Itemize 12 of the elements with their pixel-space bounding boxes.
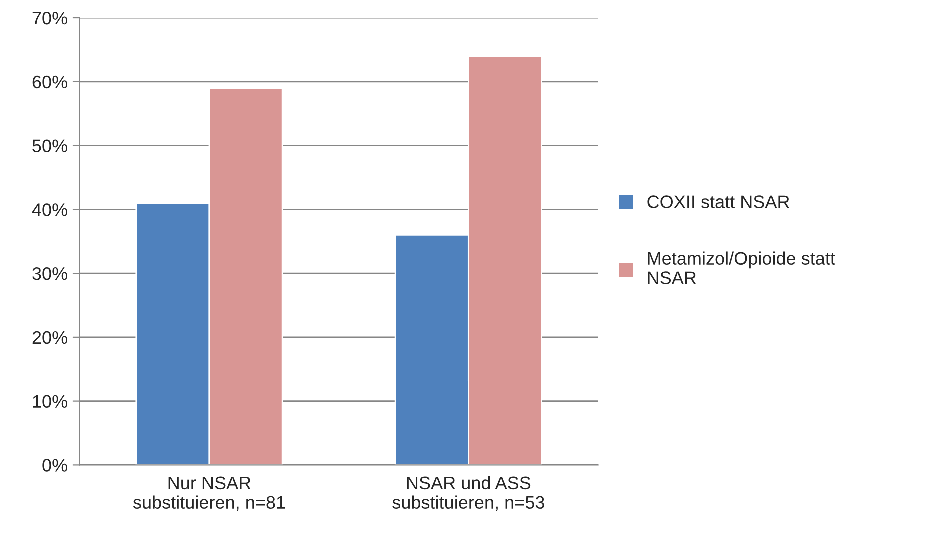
y-tick-label: 50%: [32, 140, 68, 152]
y-tick-label: 60%: [32, 76, 68, 89]
y-tick-label: 20%: [32, 331, 68, 344]
y-tick-label: 40%: [32, 204, 68, 216]
legend-label: Metamizol/Opioide statt NSAR: [648, 252, 836, 284]
y-tick-label: 0%: [42, 459, 68, 472]
y-tick-label: 70%: [32, 12, 68, 25]
y-tick-label: 10%: [33, 395, 68, 408]
y-tick-label: 30%: [32, 267, 68, 280]
legend-label: COXII statt NSAR: [648, 196, 790, 208]
x-tick-label: Nur NSAR substituieren, n=81: [133, 476, 286, 512]
x-tick-label: NSAR und ASS substituieren, n=53: [392, 476, 544, 512]
